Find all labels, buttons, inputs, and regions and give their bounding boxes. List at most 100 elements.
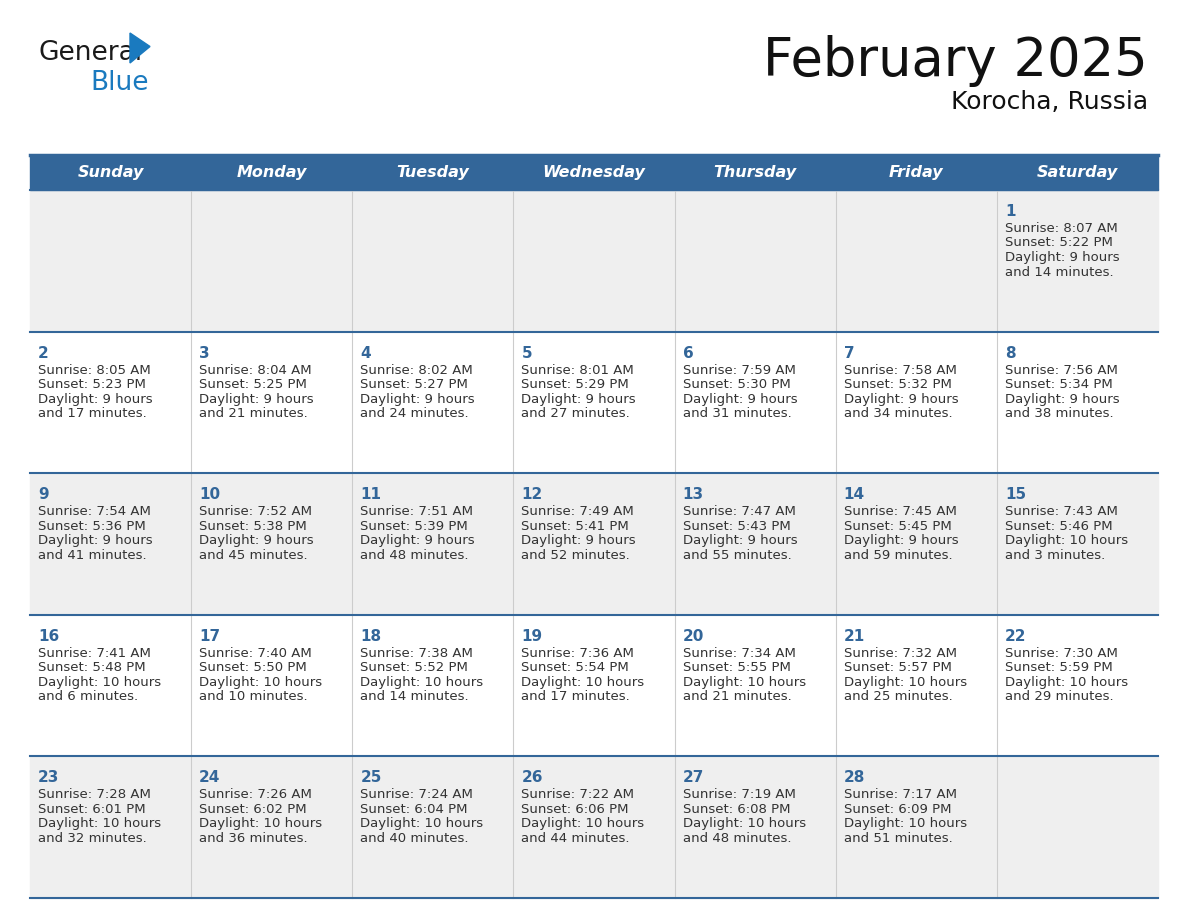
Text: Daylight: 10 hours: Daylight: 10 hours: [843, 817, 967, 831]
Text: Sunrise: 7:24 AM: Sunrise: 7:24 AM: [360, 789, 473, 801]
Text: 13: 13: [683, 487, 703, 502]
Text: and 29 minutes.: and 29 minutes.: [1005, 690, 1113, 703]
Text: Daylight: 10 hours: Daylight: 10 hours: [1005, 534, 1127, 547]
Bar: [30, 155, 1158, 190]
Text: 17: 17: [200, 629, 220, 644]
Text: Sunrise: 8:02 AM: Sunrise: 8:02 AM: [360, 364, 473, 376]
Text: and 21 minutes.: and 21 minutes.: [200, 407, 308, 420]
Text: Sunset: 5:39 PM: Sunset: 5:39 PM: [360, 520, 468, 532]
Text: Sunrise: 7:32 AM: Sunrise: 7:32 AM: [843, 647, 956, 660]
Text: Daylight: 9 hours: Daylight: 9 hours: [200, 534, 314, 547]
Text: Sunrise: 7:38 AM: Sunrise: 7:38 AM: [360, 647, 473, 660]
Text: Sunrise: 7:51 AM: Sunrise: 7:51 AM: [360, 505, 473, 518]
Text: Sunrise: 7:54 AM: Sunrise: 7:54 AM: [38, 505, 151, 518]
Text: Sunset: 5:36 PM: Sunset: 5:36 PM: [38, 520, 146, 532]
Text: and 24 minutes.: and 24 minutes.: [360, 407, 469, 420]
Text: Sunset: 6:01 PM: Sunset: 6:01 PM: [38, 803, 146, 816]
Text: 10: 10: [200, 487, 220, 502]
Text: Sunrise: 7:26 AM: Sunrise: 7:26 AM: [200, 789, 312, 801]
Text: Sunset: 5:43 PM: Sunset: 5:43 PM: [683, 520, 790, 532]
Text: and 55 minutes.: and 55 minutes.: [683, 549, 791, 562]
Text: and 25 minutes.: and 25 minutes.: [843, 690, 953, 703]
Text: Sunset: 6:06 PM: Sunset: 6:06 PM: [522, 803, 628, 816]
Text: Wednesday: Wednesday: [543, 165, 645, 180]
Text: and 40 minutes.: and 40 minutes.: [360, 832, 469, 845]
Text: Sunrise: 7:49 AM: Sunrise: 7:49 AM: [522, 505, 634, 518]
Text: Sunset: 6:08 PM: Sunset: 6:08 PM: [683, 803, 790, 816]
Text: Daylight: 10 hours: Daylight: 10 hours: [200, 817, 322, 831]
Text: Sunset: 5:52 PM: Sunset: 5:52 PM: [360, 661, 468, 675]
Text: Sunrise: 7:34 AM: Sunrise: 7:34 AM: [683, 647, 796, 660]
Text: Tuesday: Tuesday: [397, 165, 469, 180]
Text: Sunrise: 7:17 AM: Sunrise: 7:17 AM: [843, 789, 956, 801]
Text: Daylight: 10 hours: Daylight: 10 hours: [360, 676, 484, 688]
Text: Daylight: 10 hours: Daylight: 10 hours: [360, 817, 484, 831]
Text: Blue: Blue: [90, 70, 148, 96]
Text: and 38 minutes.: and 38 minutes.: [1005, 407, 1113, 420]
Text: Sunrise: 7:28 AM: Sunrise: 7:28 AM: [38, 789, 151, 801]
Text: and 45 minutes.: and 45 minutes.: [200, 549, 308, 562]
Bar: [30, 190, 1158, 898]
Text: 20: 20: [683, 629, 704, 644]
Text: 7: 7: [843, 345, 854, 361]
Text: Sunset: 6:04 PM: Sunset: 6:04 PM: [360, 803, 468, 816]
Text: 26: 26: [522, 770, 543, 786]
Text: Thursday: Thursday: [714, 165, 797, 180]
Text: Sunrise: 7:47 AM: Sunrise: 7:47 AM: [683, 505, 796, 518]
Text: Daylight: 9 hours: Daylight: 9 hours: [522, 534, 636, 547]
Text: Sunset: 6:09 PM: Sunset: 6:09 PM: [843, 803, 952, 816]
Text: Saturday: Saturday: [1037, 165, 1118, 180]
Text: Sunset: 5:55 PM: Sunset: 5:55 PM: [683, 661, 790, 675]
Text: Sunset: 5:59 PM: Sunset: 5:59 PM: [1005, 661, 1113, 675]
Text: Sunset: 5:22 PM: Sunset: 5:22 PM: [1005, 237, 1113, 250]
Text: Daylight: 10 hours: Daylight: 10 hours: [843, 676, 967, 688]
Text: Monday: Monday: [236, 165, 307, 180]
Text: Sunrise: 7:30 AM: Sunrise: 7:30 AM: [1005, 647, 1118, 660]
Text: and 14 minutes.: and 14 minutes.: [360, 690, 469, 703]
Text: Sunrise: 7:45 AM: Sunrise: 7:45 AM: [843, 505, 956, 518]
Text: and 41 minutes.: and 41 minutes.: [38, 549, 146, 562]
Text: Daylight: 9 hours: Daylight: 9 hours: [843, 534, 959, 547]
Text: 6: 6: [683, 345, 694, 361]
Text: and 48 minutes.: and 48 minutes.: [360, 549, 469, 562]
Text: 24: 24: [200, 770, 221, 786]
Text: 28: 28: [843, 770, 865, 786]
Text: Daylight: 9 hours: Daylight: 9 hours: [1005, 251, 1119, 264]
Bar: [30, 473, 1158, 615]
Text: Sunset: 5:46 PM: Sunset: 5:46 PM: [1005, 520, 1112, 532]
Text: 1: 1: [1005, 204, 1016, 219]
Text: Sunrise: 7:40 AM: Sunrise: 7:40 AM: [200, 647, 312, 660]
Text: Daylight: 10 hours: Daylight: 10 hours: [522, 817, 645, 831]
Text: and 14 minutes.: and 14 minutes.: [1005, 265, 1113, 278]
Text: and 51 minutes.: and 51 minutes.: [843, 832, 953, 845]
Bar: [30, 756, 1158, 898]
Text: and 36 minutes.: and 36 minutes.: [200, 832, 308, 845]
Text: 18: 18: [360, 629, 381, 644]
Text: Sunset: 5:34 PM: Sunset: 5:34 PM: [1005, 378, 1113, 391]
Text: Daylight: 9 hours: Daylight: 9 hours: [683, 393, 797, 406]
Text: Sunrise: 7:58 AM: Sunrise: 7:58 AM: [843, 364, 956, 376]
Text: 12: 12: [522, 487, 543, 502]
Text: Sunset: 5:54 PM: Sunset: 5:54 PM: [522, 661, 630, 675]
Text: and 31 minutes.: and 31 minutes.: [683, 407, 791, 420]
Text: Sunrise: 8:05 AM: Sunrise: 8:05 AM: [38, 364, 151, 376]
Text: and 21 minutes.: and 21 minutes.: [683, 690, 791, 703]
Text: 27: 27: [683, 770, 704, 786]
Text: Sunset: 5:29 PM: Sunset: 5:29 PM: [522, 378, 630, 391]
Text: Daylight: 10 hours: Daylight: 10 hours: [522, 676, 645, 688]
Text: 22: 22: [1005, 629, 1026, 644]
Polygon shape: [129, 33, 150, 63]
Text: Sunrise: 7:52 AM: Sunrise: 7:52 AM: [200, 505, 312, 518]
Text: Sunset: 5:25 PM: Sunset: 5:25 PM: [200, 378, 307, 391]
Text: Daylight: 10 hours: Daylight: 10 hours: [38, 676, 162, 688]
Text: 5: 5: [522, 345, 532, 361]
Text: Sunset: 5:41 PM: Sunset: 5:41 PM: [522, 520, 630, 532]
Text: 23: 23: [38, 770, 59, 786]
Text: Sunday: Sunday: [77, 165, 144, 180]
Text: Sunrise: 7:41 AM: Sunrise: 7:41 AM: [38, 647, 151, 660]
Text: Sunrise: 7:56 AM: Sunrise: 7:56 AM: [1005, 364, 1118, 376]
Text: and 6 minutes.: and 6 minutes.: [38, 690, 138, 703]
Text: Sunrise: 8:04 AM: Sunrise: 8:04 AM: [200, 364, 311, 376]
Text: Friday: Friday: [889, 165, 943, 180]
Text: Sunset: 5:50 PM: Sunset: 5:50 PM: [200, 661, 307, 675]
